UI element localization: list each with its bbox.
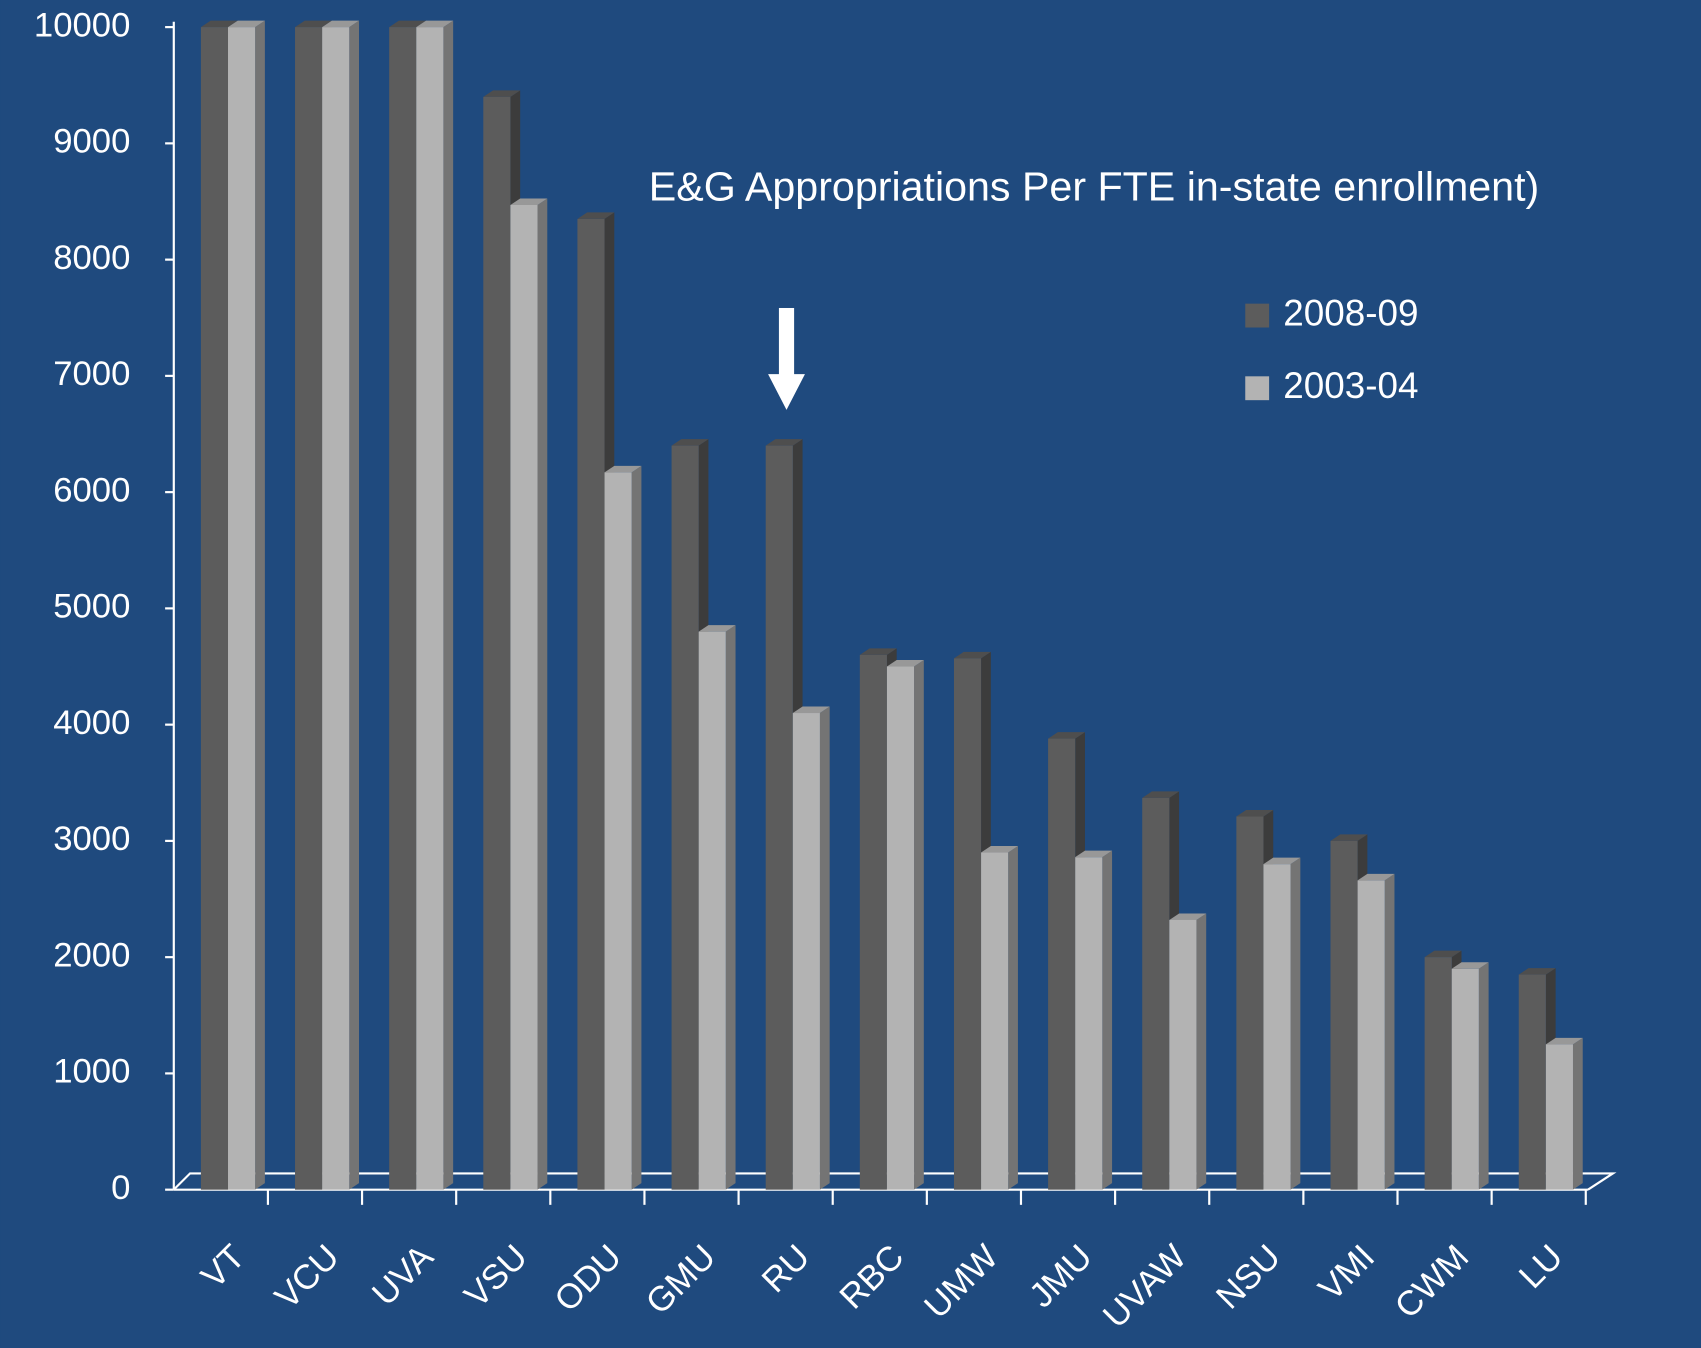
bar-top	[416, 20, 454, 28]
bar	[1142, 797, 1170, 1190]
bar-top	[1518, 968, 1556, 975]
bar-side	[1196, 913, 1207, 1190]
bar	[792, 713, 820, 1190]
bar-top	[200, 20, 238, 28]
bar-top	[322, 20, 360, 28]
bar-top	[295, 20, 332, 28]
bar	[671, 445, 699, 1190]
bar-top	[1142, 791, 1180, 798]
bar	[228, 27, 256, 1190]
y-tick-label: 3000	[53, 820, 130, 858]
bar-top	[1075, 850, 1113, 858]
y-tick-label: 5000	[53, 588, 130, 626]
bar	[1048, 738, 1076, 1190]
bar-top	[1330, 834, 1368, 841]
bar	[981, 852, 1009, 1190]
bar	[1357, 880, 1385, 1190]
bar	[859, 654, 887, 1190]
bar-top	[1048, 732, 1085, 739]
bar-top	[577, 212, 615, 219]
y-tick-label: 2000	[53, 936, 130, 974]
bar-side	[1102, 850, 1113, 1190]
bar-top	[510, 198, 548, 205]
bar-side	[443, 20, 454, 1190]
y-tick-label: 0	[111, 1169, 130, 1207]
bar	[577, 218, 605, 1190]
bar-side	[631, 465, 642, 1190]
chart-title: E&G Appropriations Per FTE in-state enro…	[649, 164, 1539, 210]
bar-top	[1236, 809, 1274, 817]
bar	[953, 658, 982, 1190]
bar-top	[886, 660, 924, 667]
bar-side	[914, 660, 924, 1190]
bar	[1424, 957, 1452, 1190]
bar-top	[792, 706, 830, 714]
bar	[1545, 1044, 1573, 1190]
bar-side	[1290, 857, 1301, 1190]
bar	[1518, 974, 1546, 1190]
bar	[1451, 968, 1479, 1190]
bar-side	[349, 20, 360, 1190]
bar	[604, 472, 632, 1190]
bar-side	[1572, 1037, 1583, 1190]
bar	[765, 445, 793, 1190]
bar-side	[537, 198, 548, 1190]
bar	[322, 27, 350, 1190]
bar	[200, 27, 229, 1190]
bar-top	[483, 90, 521, 97]
bar	[1075, 857, 1103, 1190]
y-tick-label: 9000	[53, 123, 130, 161]
bar	[698, 631, 726, 1190]
arrow	[768, 307, 805, 410]
legend-swatch	[1245, 303, 1270, 328]
bar-top	[1357, 873, 1395, 881]
bar-top	[1263, 857, 1301, 865]
bar-top	[1545, 1037, 1583, 1045]
bar-side	[725, 625, 736, 1190]
y-tick-label: 4000	[53, 704, 130, 742]
bar	[886, 666, 915, 1190]
bar-top	[389, 20, 427, 28]
bar-top	[698, 625, 736, 632]
y-tick-label: 10000	[34, 6, 130, 44]
bar-top	[1169, 913, 1207, 920]
bar	[416, 27, 444, 1190]
y-tick-label: 8000	[53, 239, 130, 277]
legend-swatch	[1245, 376, 1270, 401]
bar-top	[953, 651, 991, 659]
bar-side	[1008, 846, 1018, 1190]
bar-top	[1424, 950, 1462, 958]
legend-label: 2003-04	[1283, 365, 1418, 406]
bar-side	[819, 706, 830, 1190]
bar-top	[859, 648, 897, 655]
bar-side	[255, 20, 265, 1190]
bar-top	[1451, 962, 1489, 969]
bar	[1169, 919, 1197, 1190]
bar-top	[765, 439, 803, 446]
bar	[483, 96, 511, 1190]
bar	[295, 27, 323, 1190]
bar	[1330, 840, 1358, 1190]
y-tick-label: 7000	[53, 355, 130, 393]
bar-top	[981, 846, 1018, 853]
legend-label: 2008-09	[1283, 292, 1418, 333]
bar-top	[671, 439, 709, 446]
y-tick-label: 6000	[53, 471, 130, 509]
bar-top	[228, 20, 265, 28]
y-tick-label: 1000	[53, 1053, 130, 1091]
bar	[1263, 864, 1291, 1190]
bar	[389, 27, 417, 1190]
bar-top	[604, 465, 642, 473]
bar-side	[1478, 962, 1489, 1190]
bar	[510, 204, 538, 1190]
bar	[1236, 816, 1264, 1190]
bar-side	[1384, 873, 1395, 1190]
